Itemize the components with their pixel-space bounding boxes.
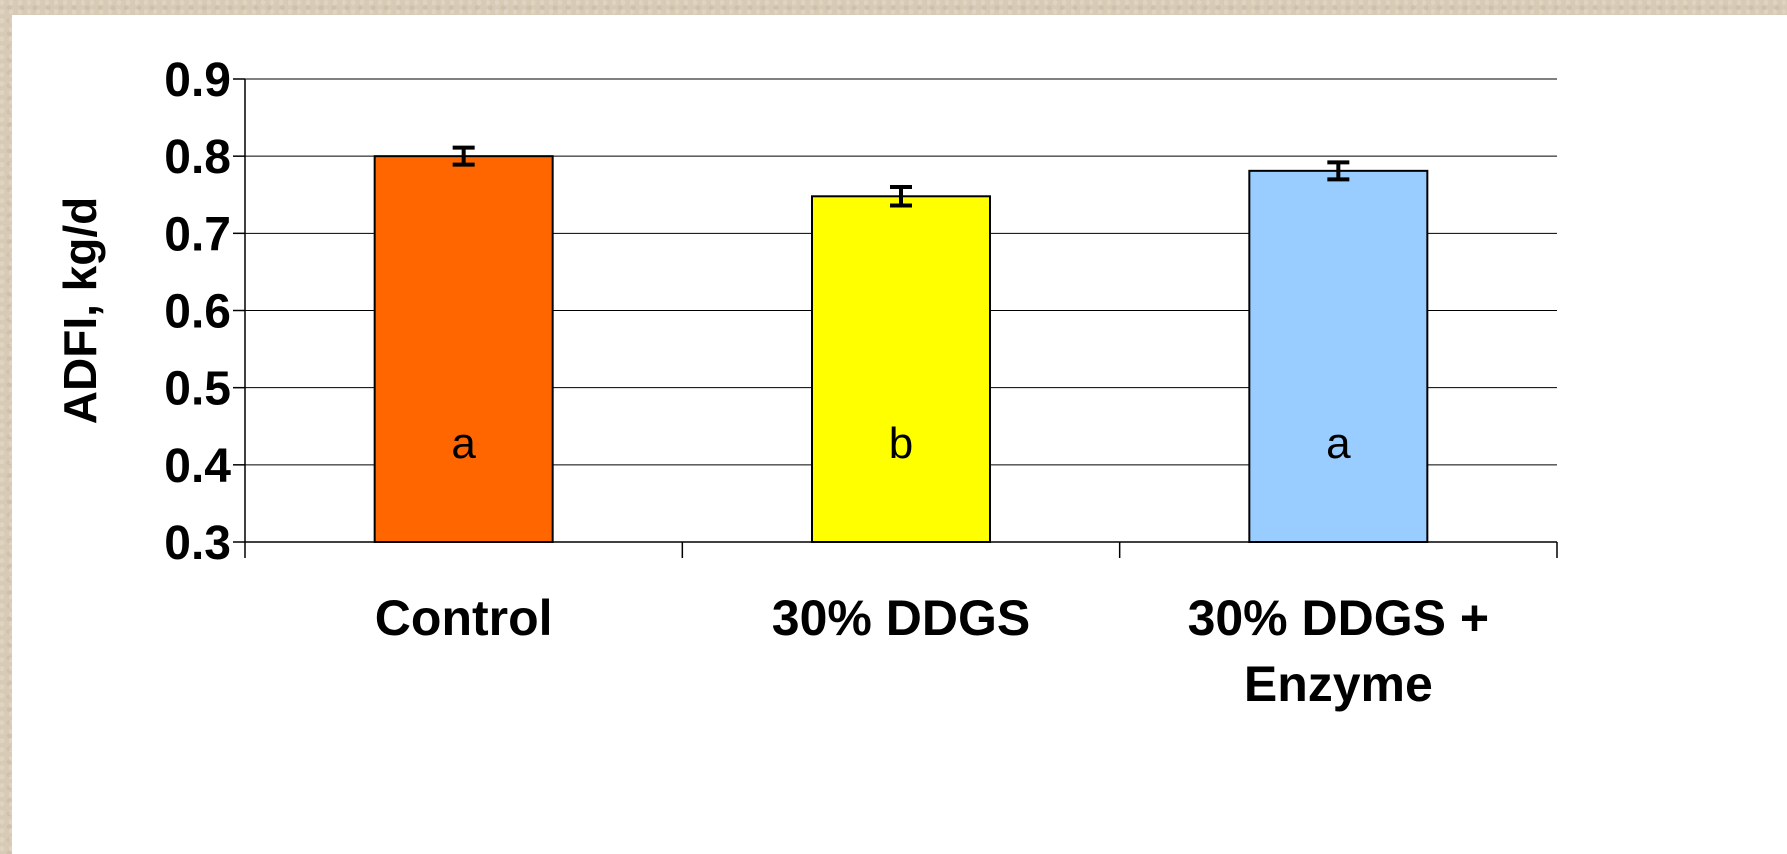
bar-0: [373, 155, 554, 544]
x-tick-label-2: 30% DDGS +: [1188, 590, 1490, 646]
y-tick-label-0.5: 0.5: [164, 363, 231, 416]
bar-letter-0: a: [451, 419, 476, 468]
bar-letter-2: a: [1326, 419, 1351, 468]
axes: [233, 78, 1558, 558]
labels: a b a 0.3 0.4 0.5 0.6 0.7 0.8 0.9 Control 30% DDGS 3…: [54, 54, 1489, 712]
bar-chart: a b a 0.3 0.4 0.5 0.6 0.7 0.8 0.9 Control 30% DDGS 3…: [54, 54, 1558, 712]
chart-panel: a b a 0.3 0.4 0.5 0.6 0.7 0.8 0.9 Control 30% DDGS 3…: [12, 15, 1787, 854]
bar-2: [1248, 169, 1429, 543]
y-tick-label-0.8: 0.8: [164, 131, 231, 184]
y-tick-label-0.4: 0.4: [164, 440, 231, 493]
y-axis-label: ADFI, kg/d: [54, 197, 106, 424]
y-tick-label-0.7: 0.7: [164, 208, 231, 261]
y-tick-label-0.3: 0.3: [164, 517, 231, 570]
x-tick-label-1: 30% DDGS: [772, 590, 1030, 646]
bars: [373, 145, 1429, 544]
bar-letter-1: b: [889, 419, 913, 468]
bar-1: [811, 195, 991, 543]
y-tick-label-0.9: 0.9: [164, 54, 231, 107]
x-tick-label-2-line-1: Enzyme: [1244, 656, 1433, 712]
x-tick-label-0: Control: [375, 590, 553, 646]
y-tick-label-0.6: 0.6: [164, 286, 231, 339]
